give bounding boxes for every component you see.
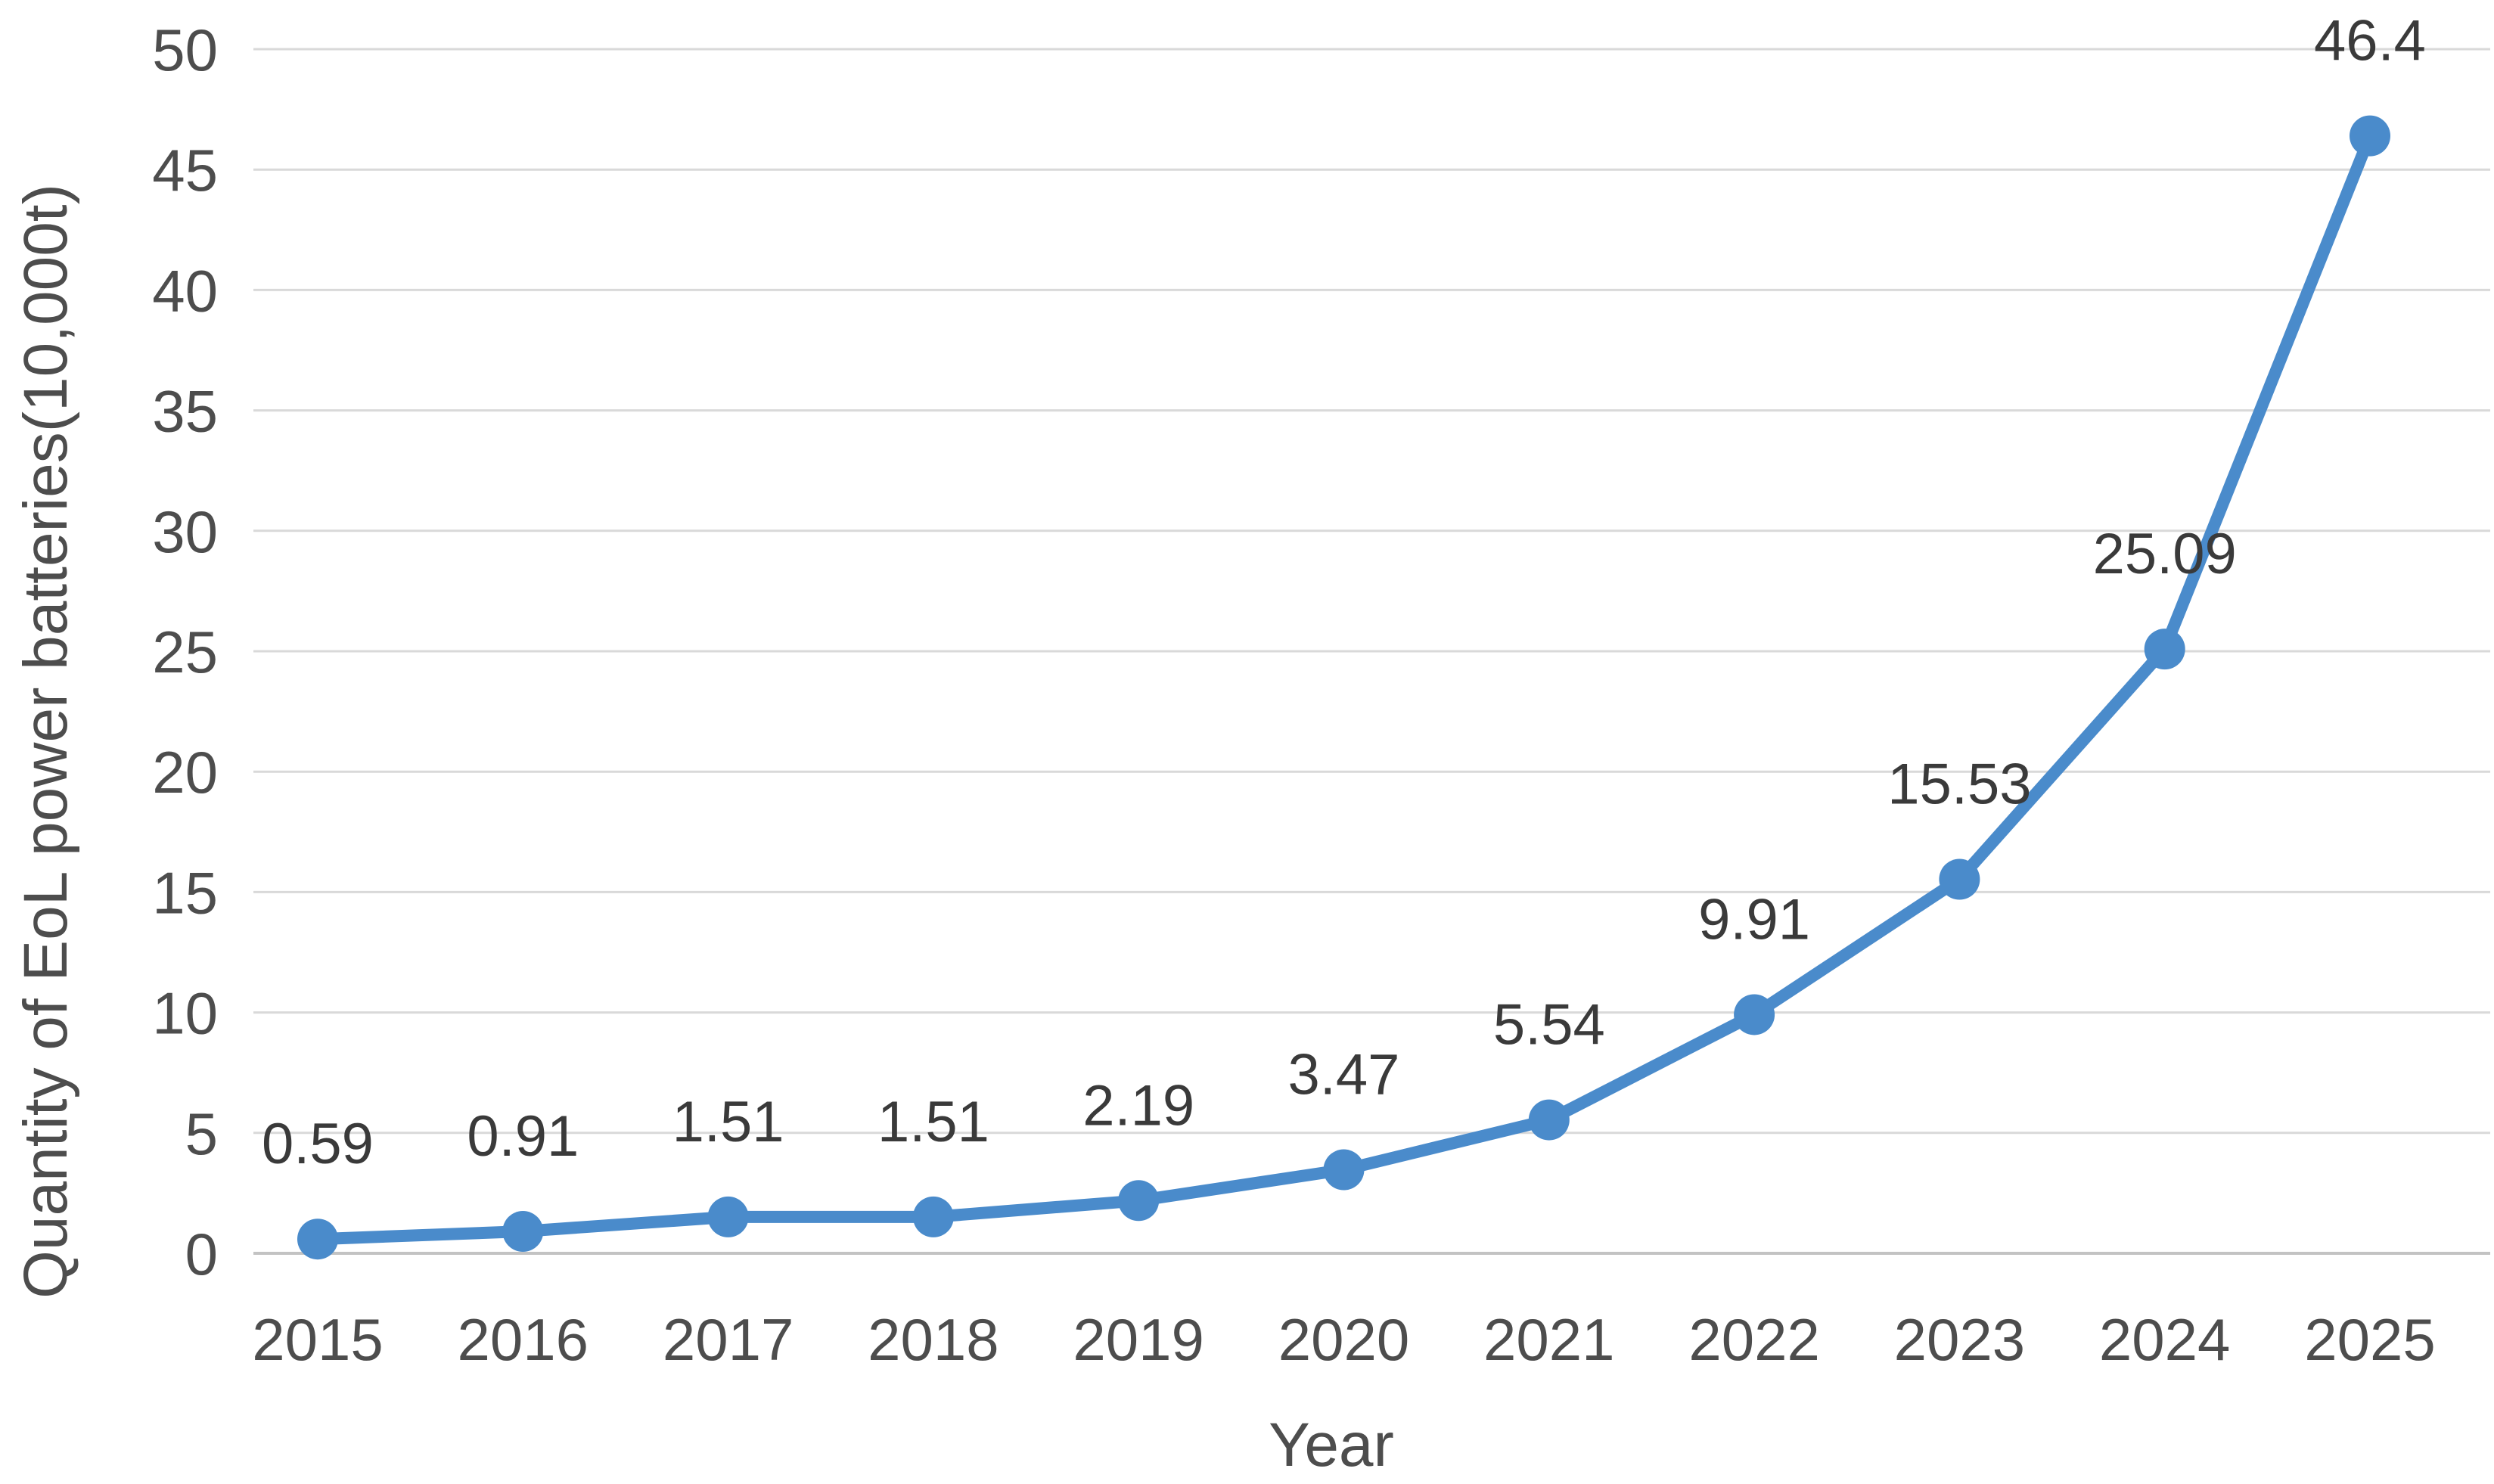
x-axis-tick-labels: 2015 2016 2017 2018 2019 2020 2021 2022 2023 2024… <box>252 1306 2436 1373</box>
y-tick-label: 0 <box>185 1221 218 1287</box>
data-point-marker <box>1734 994 1775 1035</box>
y-tick-label: 35 <box>152 378 218 445</box>
data-point-label: 3.47 <box>1288 1043 1400 1107</box>
data-point-marker <box>1323 1149 1365 1191</box>
data-point-marker <box>1939 858 1980 900</box>
data-point-marker <box>707 1196 749 1237</box>
x-tick-label: 2020 <box>1278 1306 1410 1373</box>
data-point-label: 9.91 <box>1698 887 1810 952</box>
x-tick-label: 2025 <box>2304 1306 2436 1373</box>
data-point-label: 5.54 <box>1493 993 1605 1057</box>
data-point-label: 0.59 <box>262 1112 374 1176</box>
data-point-marker <box>297 1219 338 1260</box>
x-tick-label: 2024 <box>2099 1306 2231 1373</box>
x-tick-label: 2016 <box>458 1306 589 1373</box>
data-point-marker <box>502 1211 544 1253</box>
y-tick-label: 45 <box>152 137 218 203</box>
y-tick-label: 40 <box>152 257 218 324</box>
data-point-marker <box>1118 1180 1160 1222</box>
y-tick-label: 50 <box>152 17 218 83</box>
x-tick-label: 2017 <box>663 1306 794 1373</box>
data-point-label: 1.51 <box>877 1090 989 1154</box>
data-point-marker <box>2350 115 2390 157</box>
x-tick-label: 2019 <box>1073 1306 1204 1373</box>
x-tick-label: 2015 <box>252 1306 384 1373</box>
data-point-label: 46.4 <box>2314 9 2426 73</box>
x-tick-label: 2018 <box>868 1306 999 1373</box>
y-tick-label: 30 <box>152 498 218 565</box>
series-line-group <box>297 115 2390 1260</box>
data-point-marker <box>1528 1099 1570 1141</box>
data-point-label: 0.91 <box>467 1104 579 1169</box>
y-tick-label: 5 <box>185 1101 218 1167</box>
data-point-label: 1.51 <box>672 1090 784 1154</box>
data-point-label: 2.19 <box>1082 1073 1194 1138</box>
y-tick-label: 25 <box>152 619 218 685</box>
y-tick-label: 15 <box>152 859 218 926</box>
data-labels-group: 0.59 0.91 1.51 1.51 2.19 3.47 5.54 9.91 15.53 25.… <box>262 9 2426 1177</box>
x-tick-label: 2022 <box>1688 1306 1820 1373</box>
gridlines-group <box>253 48 2490 1255</box>
data-point-marker <box>2144 629 2185 670</box>
data-point-label: 25.09 <box>2093 522 2237 586</box>
y-axis-title: Quantity of EoL power batteries(10,000t) <box>11 184 80 1299</box>
data-point-label: 15.53 <box>1887 753 2031 817</box>
data-point-marker <box>912 1196 954 1237</box>
x-axis-title: Year <box>1269 1411 1394 1479</box>
x-tick-label: 2023 <box>1894 1306 2026 1373</box>
y-axis-tick-labels: 0 5 10 15 20 25 30 35 40 45 50 <box>152 17 218 1287</box>
x-tick-label: 2021 <box>1483 1306 1615 1373</box>
y-tick-label: 10 <box>152 980 218 1047</box>
y-tick-label: 20 <box>152 739 218 806</box>
